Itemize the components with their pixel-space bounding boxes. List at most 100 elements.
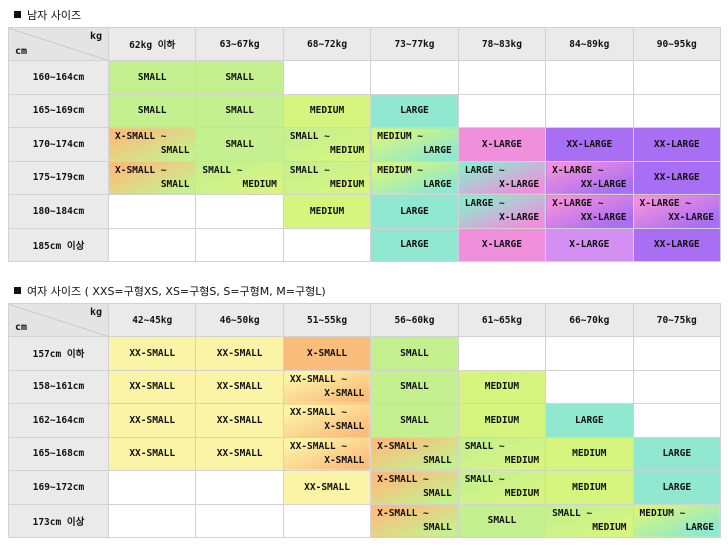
- size-range: SMALL ~ MEDIUM: [547, 507, 632, 535]
- size-cell: X-LARGE ~ XX-LARGE: [545, 160, 634, 195]
- size-cell: SMALL: [457, 503, 547, 538]
- size-cell: [545, 60, 634, 95]
- size-range: X-SMALL ~ SMALL: [110, 164, 195, 192]
- men-section-title: 남자 사이즈: [14, 7, 81, 23]
- size-cell: SMALL: [195, 60, 284, 95]
- size-range-from: LARGE ~: [464, 198, 505, 210]
- size-range-from: SMALL ~: [202, 164, 243, 176]
- table-row: 165~169cm SMALL SMALL MEDIUM LARGE: [8, 93, 722, 128]
- size-range-from: XX-SMALL ~: [289, 373, 348, 385]
- size-cell: [457, 60, 547, 95]
- size-range-to: MEDIUM: [329, 145, 365, 157]
- size-cell: SMALL ~ MEDIUM: [282, 127, 372, 162]
- size-range: SMALL ~ MEDIUM: [284, 164, 369, 192]
- size-cell: X-SMALL: [282, 336, 372, 371]
- size-cell: [632, 403, 722, 438]
- size-range-to: X-LARGE: [499, 212, 540, 224]
- size-cell: X-LARGE: [545, 227, 634, 262]
- size-cell: LARGE ~ X-LARGE: [457, 160, 547, 195]
- size-cell: MEDIUM: [545, 436, 634, 471]
- size-cell: [632, 93, 722, 128]
- size-cell: [282, 227, 372, 262]
- size-range: MEDIUM ~ LARGE: [372, 164, 457, 192]
- size-cell: XX-SMALL: [107, 369, 197, 404]
- size-cell: [457, 93, 547, 128]
- weight-axis-label: kg: [89, 31, 102, 42]
- height-row-header: 173cm 이상: [8, 503, 109, 538]
- height-row-header: 169~172cm: [8, 470, 109, 505]
- size-cell: MEDIUM ~ LARGE: [370, 127, 459, 162]
- size-range: X-LARGE ~ XX-LARGE: [634, 197, 719, 225]
- size-cell: X-LARGE: [457, 127, 547, 162]
- size-cell: LARGE: [545, 403, 634, 438]
- size-range: LARGE ~ X-LARGE: [459, 197, 544, 225]
- size-cell: SMALL ~ MEDIUM: [545, 503, 634, 538]
- table-row: 170~174cm X-SMALL ~ SMALL SMALL SMALL ~ MEDIU…: [8, 127, 722, 162]
- size-cell: X-SMALL ~ SMALL: [370, 470, 459, 505]
- size-range-from: SMALL ~: [552, 507, 593, 519]
- size-range-from: X-SMALL ~: [377, 440, 429, 452]
- size-cell: XX-SMALL: [195, 336, 284, 371]
- size-cell: SMALL: [370, 403, 459, 438]
- size-cell: [370, 60, 459, 95]
- weight-header: 70~75kg: [632, 303, 722, 337]
- size-range-from: LARGE ~: [464, 164, 505, 176]
- table-row: 173cm 이상 X-SMALL ~ SMALL SMALL SMALL ~ MEDIUM…: [8, 503, 722, 538]
- weight-header: 56~60kg: [370, 303, 459, 337]
- size-cell: SMALL ~ MEDIUM: [457, 470, 547, 505]
- size-range-from: SMALL ~: [464, 474, 505, 486]
- height-row-header: 185cm 이상: [8, 227, 109, 262]
- size-cell: XX-SMALL: [195, 436, 284, 471]
- size-cell: [545, 93, 634, 128]
- size-cell: LARGE: [370, 93, 459, 128]
- size-cell: [107, 227, 197, 262]
- size-cell: LARGE ~ X-LARGE: [457, 194, 547, 229]
- men-size-table: kg cm 62kg 이하 63~67kg 68~72kg 73~77kg 78…: [8, 27, 722, 262]
- height-row-header: 165~169cm: [8, 93, 109, 128]
- size-range: SMALL ~ MEDIUM: [284, 130, 369, 158]
- size-cell: LARGE: [632, 470, 722, 505]
- size-cell: MEDIUM: [282, 194, 372, 229]
- size-cell: MEDIUM ~ LARGE: [632, 503, 722, 538]
- weight-header: 73~77kg: [370, 27, 459, 61]
- size-cell: [632, 336, 722, 371]
- size-range: XX-SMALL ~ X-SMALL: [284, 373, 369, 401]
- size-cell: X-SMALL ~ SMALL: [107, 127, 197, 162]
- size-range-from: XX-SMALL ~: [289, 407, 348, 419]
- size-cell: XX-SMALL: [107, 403, 197, 438]
- size-range-to: MEDIUM: [329, 178, 365, 190]
- size-cell: X-SMALL ~ SMALL: [107, 160, 197, 195]
- size-cell: X-SMALL ~ SMALL: [370, 436, 459, 471]
- weight-axis-label: kg: [89, 307, 102, 318]
- size-range-to: MEDIUM: [592, 521, 627, 533]
- size-cell: [282, 503, 372, 538]
- height-row-header: 175~179cm: [8, 160, 109, 195]
- height-axis-label: cm: [15, 46, 28, 57]
- size-range-from: X-SMALL ~: [377, 507, 429, 519]
- size-range: X-SMALL ~ SMALL: [110, 130, 195, 158]
- size-range-from: MEDIUM ~: [639, 507, 686, 519]
- table-row: 160~164cm SMALL SMALL: [8, 60, 722, 95]
- size-range-to: XX-LARGE: [580, 212, 627, 224]
- size-cell: SMALL ~ MEDIUM: [457, 436, 547, 471]
- size-cell: [195, 470, 284, 505]
- size-cell: XX-LARGE: [632, 160, 722, 195]
- height-row-header: 158~161cm: [8, 369, 109, 404]
- size-range-from: MEDIUM ~: [377, 131, 424, 143]
- size-range-to: XX-LARGE: [668, 212, 714, 224]
- size-cell: SMALL: [195, 127, 284, 162]
- height-axis-label: cm: [15, 322, 28, 333]
- size-range-from: X-SMALL ~: [377, 474, 429, 486]
- size-cell: SMALL: [370, 369, 459, 404]
- size-range-to: MEDIUM: [504, 488, 540, 500]
- size-range: X-SMALL ~ SMALL: [372, 507, 457, 535]
- size-range-from: X-SMALL ~: [115, 131, 167, 143]
- size-cell: MEDIUM: [457, 403, 547, 438]
- table-row: 180~184cm MEDIUM LARGE LARGE ~ X-LARGE X-LARG…: [8, 194, 722, 229]
- size-cell: SMALL: [107, 93, 197, 128]
- women-section-title: 여자 사이즈 ( XXS=구형XS, XS=구형S, S=구형M, M=구형L): [14, 283, 326, 299]
- size-range-to: MEDIUM: [504, 454, 540, 466]
- size-range-to: X-LARGE: [499, 178, 540, 190]
- size-range: SMALL ~ MEDIUM: [459, 440, 544, 468]
- size-range: X-SMALL ~ SMALL: [372, 440, 457, 468]
